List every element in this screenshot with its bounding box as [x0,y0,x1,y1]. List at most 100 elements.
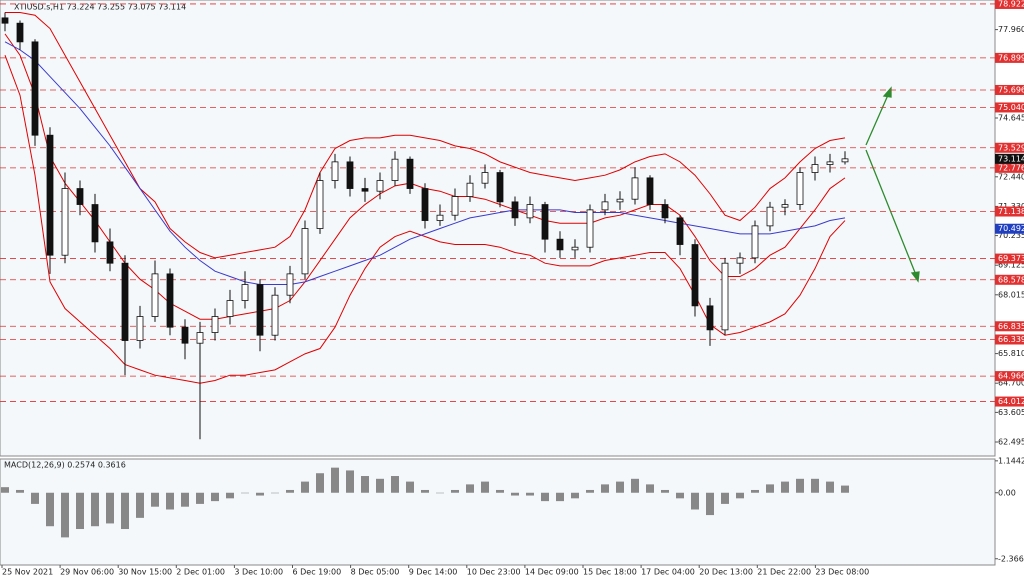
price-box [995,223,1024,234]
level-box [995,321,1024,332]
y-tick-label: 63.605 [998,408,1024,417]
level-box [995,334,1024,345]
level-box [995,142,1024,153]
macd-bar [31,492,39,504]
x-tick-label: 17 Dec 04:00 [641,568,695,577]
macd-bar [256,492,264,496]
macd-bar [286,489,294,493]
macd-bar [541,492,549,502]
candle-body [541,204,549,240]
candle-body [376,180,384,192]
macd-bar [766,484,774,493]
price-label: 73.114 [998,154,1024,163]
candle-body [781,204,789,208]
candle-body [241,284,249,301]
level-label: 72.776 [998,163,1024,172]
level-box [995,274,1024,285]
symbol-header: XTIUSD.s,H1 73.224 73.255 73.075 73.114 [14,3,186,12]
macd-bar [631,478,639,493]
macd-bar [1,487,9,493]
x-tick-label: 29 Nov 06:00 [60,568,114,577]
arrow-head [910,271,920,283]
macd-bar [136,492,144,518]
level-label: 66.339 [998,335,1024,344]
candle-body [301,228,309,275]
y-tick-label: 62.495 [998,438,1024,447]
y-tick-label: 70.235 [998,231,1024,240]
candle-body [661,204,669,219]
candle-body [826,161,834,165]
macd-bar [226,492,234,499]
level-label: 64.012 [998,397,1024,406]
candle-body [751,225,759,259]
candle-body [271,294,279,336]
macd-bar [706,492,714,516]
x-tick-label: 15 Dec 18:00 [583,568,637,577]
macd-bar [406,481,414,493]
level-label: 66.835 [998,322,1024,331]
y-tick-label: 69.125 [998,261,1024,270]
macd-bar [676,492,684,499]
macd-bar [181,492,189,507]
x-tick-label: 9 Dec 14:00 [409,568,458,577]
macd-header: MACD(12,26,9) 0.2574 0.3616 [4,461,126,470]
level-label: 75.040 [998,103,1024,112]
macd-tick-label: -2.3662 [998,554,1024,563]
candle-body [496,172,504,203]
candle-body [286,273,294,296]
macd-bar [811,478,819,493]
level-box [995,52,1024,63]
macd-bar [121,492,129,530]
candle-body [16,22,24,43]
x-tick-label: 10 Dec 23:00 [467,568,521,577]
candle-body [106,241,114,264]
level-label: 78.922 [998,0,1024,8]
macd-bar [556,492,564,502]
level-label: 71.138 [998,207,1024,216]
candle-body [526,204,534,219]
y-tick-label: 65.810 [998,349,1024,358]
candle-body [136,316,144,341]
candle-body [616,198,624,203]
x-tick-label: 2 Dec 01:00 [176,568,225,577]
level-box [995,396,1024,407]
macd-bar [781,481,789,493]
level-box [995,0,1024,9]
candle-body [466,182,474,197]
candle-body [316,180,324,229]
candle-body [211,316,219,333]
candle-body [91,204,99,243]
candle-body [631,177,639,200]
macd-bar [691,492,699,510]
macd-bar [61,492,69,538]
candle-body [811,164,819,173]
candle-body [361,188,369,192]
candle-body [436,214,444,221]
level-label: 75.696 [998,85,1024,94]
level-box [995,371,1024,382]
level-label: 64.966 [998,372,1024,381]
macd-bar [736,492,744,499]
macd-bar [106,492,114,524]
macd-bar [796,478,804,493]
macd-bar [151,492,159,507]
candle-body [571,246,579,251]
macd-tick-label: 0.00 [998,488,1016,497]
x-tick-label: 25 Nov 2021 [2,568,53,577]
level-label: 73.529 [998,143,1024,152]
candle-body [166,273,174,328]
macd-bar [826,481,834,493]
macd-tick-label: 1.1442 [998,456,1024,465]
macd-bar [646,484,654,493]
macd-bar [91,492,99,527]
macd-bar [661,489,669,493]
moving-average [4,41,846,286]
candle-body [406,158,414,189]
candle-body [736,257,744,264]
macd-bar [481,481,489,493]
macd-bar [166,492,174,510]
candle-body [796,172,804,205]
macd-bar [196,492,204,504]
x-tick-label: 14 Dec 09:00 [525,568,579,577]
